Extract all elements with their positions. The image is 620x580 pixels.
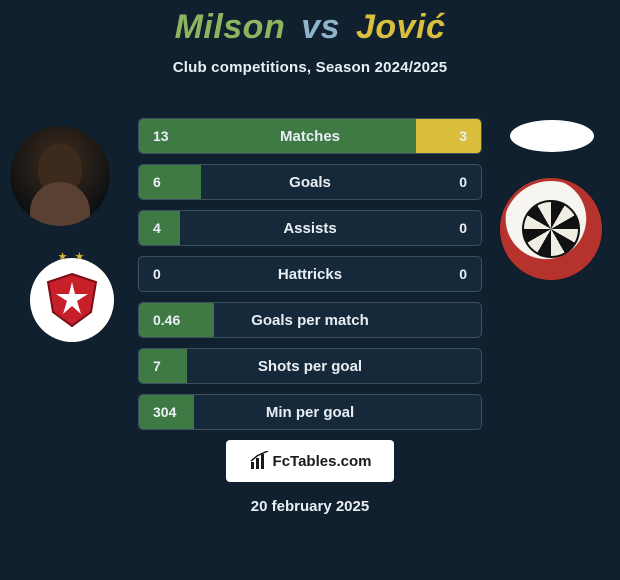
brand-text: FcTables.com [273, 453, 372, 470]
stat-value-left: 0.46 [139, 312, 195, 328]
player1-club-badge: ★ ★ [30, 258, 114, 342]
stat-value-left: 304 [139, 404, 195, 420]
stat-value-left: 7 [139, 358, 195, 374]
club1-shield-icon [44, 272, 100, 328]
stat-row: 304Min per goal [138, 394, 482, 430]
stat-value-left: 6 [139, 174, 195, 190]
stat-label: Goals per match [195, 312, 425, 329]
stat-value-right: 0 [425, 220, 481, 236]
brand-badge: FcTables.com [226, 440, 394, 482]
footer-date: 20 february 2025 [251, 498, 369, 515]
stat-row: 13Matches3 [138, 118, 482, 154]
stats-container: 13Matches36Goals04Assists00Hattricks00.4… [138, 118, 482, 430]
stat-row: 7Shots per goal [138, 348, 482, 384]
page-title: Milson vs Jović [0, 8, 620, 47]
player1-name: Milson [175, 8, 286, 46]
club1-stars-icon: ★ ★ [58, 250, 87, 263]
stat-label: Goals [195, 174, 425, 191]
stat-label: Hattricks [195, 266, 425, 283]
player2-club-badge [500, 178, 602, 280]
stat-label: Assists [195, 220, 425, 237]
stat-value-left: 13 [139, 128, 195, 144]
stat-value-right: 3 [425, 128, 481, 144]
stat-row: 0Hattricks0 [138, 256, 482, 292]
stat-row: 0.46Goals per match [138, 302, 482, 338]
brand-chart-icon [249, 451, 269, 471]
stat-value-right: 0 [425, 266, 481, 282]
player2-avatar [510, 120, 594, 152]
player1-avatar [10, 126, 110, 226]
stat-value-left: 4 [139, 220, 195, 236]
header: Milson vs Jović Club competitions, Seaso… [0, 0, 620, 76]
stat-label: Min per goal [195, 404, 425, 421]
right-avatars [510, 120, 602, 280]
vs-text: vs [301, 8, 340, 46]
stat-row: 4Assists0 [138, 210, 482, 246]
stat-value-left: 0 [139, 266, 195, 282]
stat-row: 6Goals0 [138, 164, 482, 200]
stat-label: Shots per goal [195, 358, 425, 375]
player2-name: Jović [356, 8, 445, 46]
stat-label: Matches [195, 128, 425, 145]
stat-value-right: 0 [425, 174, 481, 190]
subtitle: Club competitions, Season 2024/2025 [0, 59, 620, 76]
left-avatars: ★ ★ [10, 126, 114, 342]
